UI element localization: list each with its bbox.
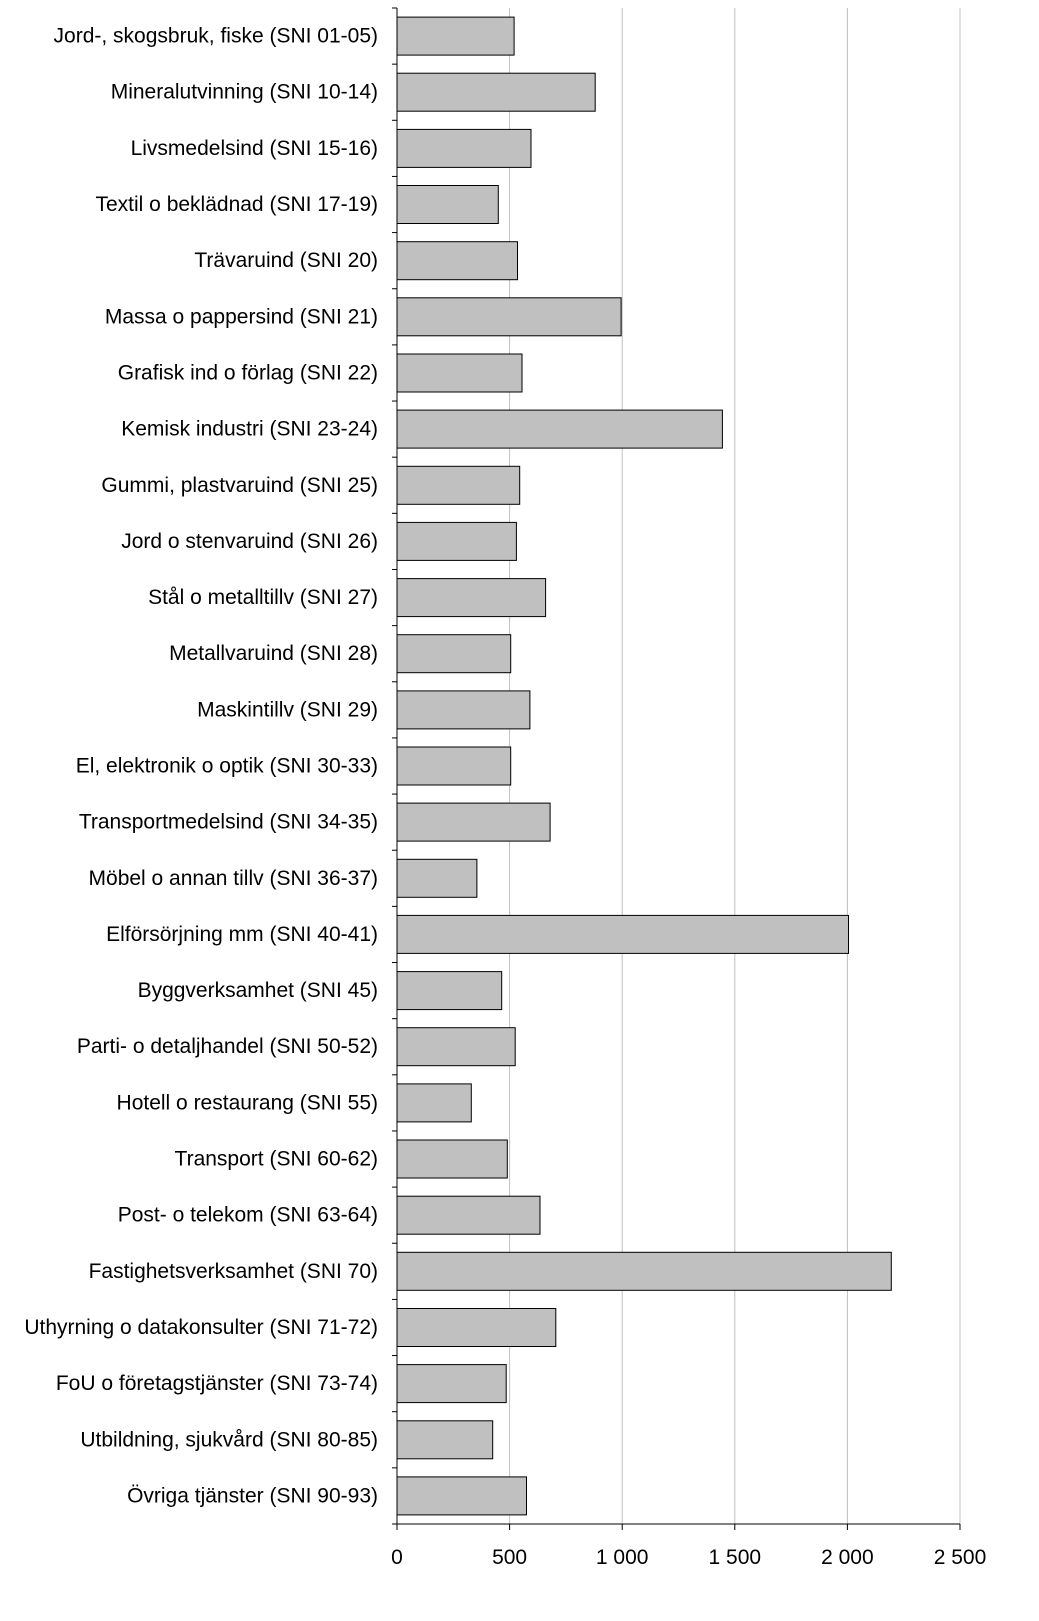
x-tick-label: 0 [391,1546,403,1569]
bar [396,72,596,112]
category-label: Jord-, skogsbruk, fiske (SNI 01-05) [54,25,378,48]
category-label: Post- o telekom (SNI 63-64) [118,1204,378,1227]
bar [396,297,622,337]
category-label: Elförsörjning mm (SNI 40-41) [106,923,378,946]
bar [396,746,512,786]
bar [396,690,531,730]
x-tick-label: 2 000 [821,1546,874,1569]
category-label: Massa o pappersind (SNI 21) [105,305,378,328]
bar [396,521,517,561]
bar [396,914,849,954]
x-tick-label: 1 000 [596,1546,649,1569]
category-label: Uthyrning o datakonsulter (SNI 71-72) [24,1316,378,1339]
category-label: Parti- o detaljhandel (SNI 50-52) [77,1035,378,1058]
category-label: Livsmedelsind (SNI 15-16) [131,137,378,160]
category-label: Övriga tjänster (SNI 90-93) [127,1484,378,1507]
category-label: Möbel o annan tillv (SNI 36-37) [89,867,378,890]
bar [396,1027,516,1067]
category-label: Mineralutvinning (SNI 10-14) [111,81,378,104]
bar [396,465,521,505]
category-label: El, elektronik o optik (SNI 30-33) [76,755,378,778]
bar [396,1139,508,1179]
bar [396,1083,472,1123]
category-label: Utbildning, sjukvård (SNI 80-85) [80,1428,378,1451]
bar [396,634,512,674]
category-label: Maskintillv (SNI 29) [197,698,378,721]
bar [396,1251,892,1291]
category-label: FoU o företagstjänster (SNI 73-74) [56,1372,378,1395]
category-label: Fastighetsverksamhet (SNI 70) [89,1260,378,1283]
x-tick-labels: 0 500 1 000 1 500 2 000 2 500 [391,1546,986,1569]
bar [396,185,499,224]
category-labels: Jord-, skogsbruk, fiske (SNI 01-05) Miner… [24,25,378,1508]
axes [392,7,961,1530]
bar [396,578,547,618]
category-label: Grafisk ind o förlag (SNI 22) [118,361,378,384]
bar [396,1308,557,1347]
bar [396,241,518,281]
category-label: Trävaruind (SNI 20) [194,249,378,272]
bar [396,971,503,1011]
x-tick-label: 2 500 [934,1546,987,1569]
bar [396,1364,507,1404]
x-tick-label: 1 500 [709,1546,762,1569]
category-label: Metallvaruind (SNI 28) [169,642,378,665]
bar [396,16,515,56]
bar [396,858,478,898]
bar [396,1195,541,1235]
gridlines [509,8,961,1524]
bar [396,353,523,393]
bar [396,802,551,842]
category-label: Transportmedelsind (SNI 34-35) [79,811,378,834]
category-label: Jord o stenvaruind (SNI 26) [121,530,378,553]
x-tick-label: 500 [492,1546,527,1569]
category-label: Textil o beklädnad (SNI 17-19) [96,193,379,216]
category-label: Byggverksamhet (SNI 45) [138,979,378,1002]
bar [396,409,723,449]
bars [396,16,892,1516]
category-label: Hotell o restaurang (SNI 55) [117,1091,378,1114]
category-label: Stål o metalltillv (SNI 27) [148,586,378,609]
bar [396,1420,494,1460]
category-label: Gummi, plastvaruind (SNI 25) [101,474,378,497]
category-label: Kemisk industri (SNI 23-24) [121,418,378,441]
bar [396,128,532,168]
category-label: Transport (SNI 60-62) [175,1148,378,1171]
bar [396,1476,527,1516]
